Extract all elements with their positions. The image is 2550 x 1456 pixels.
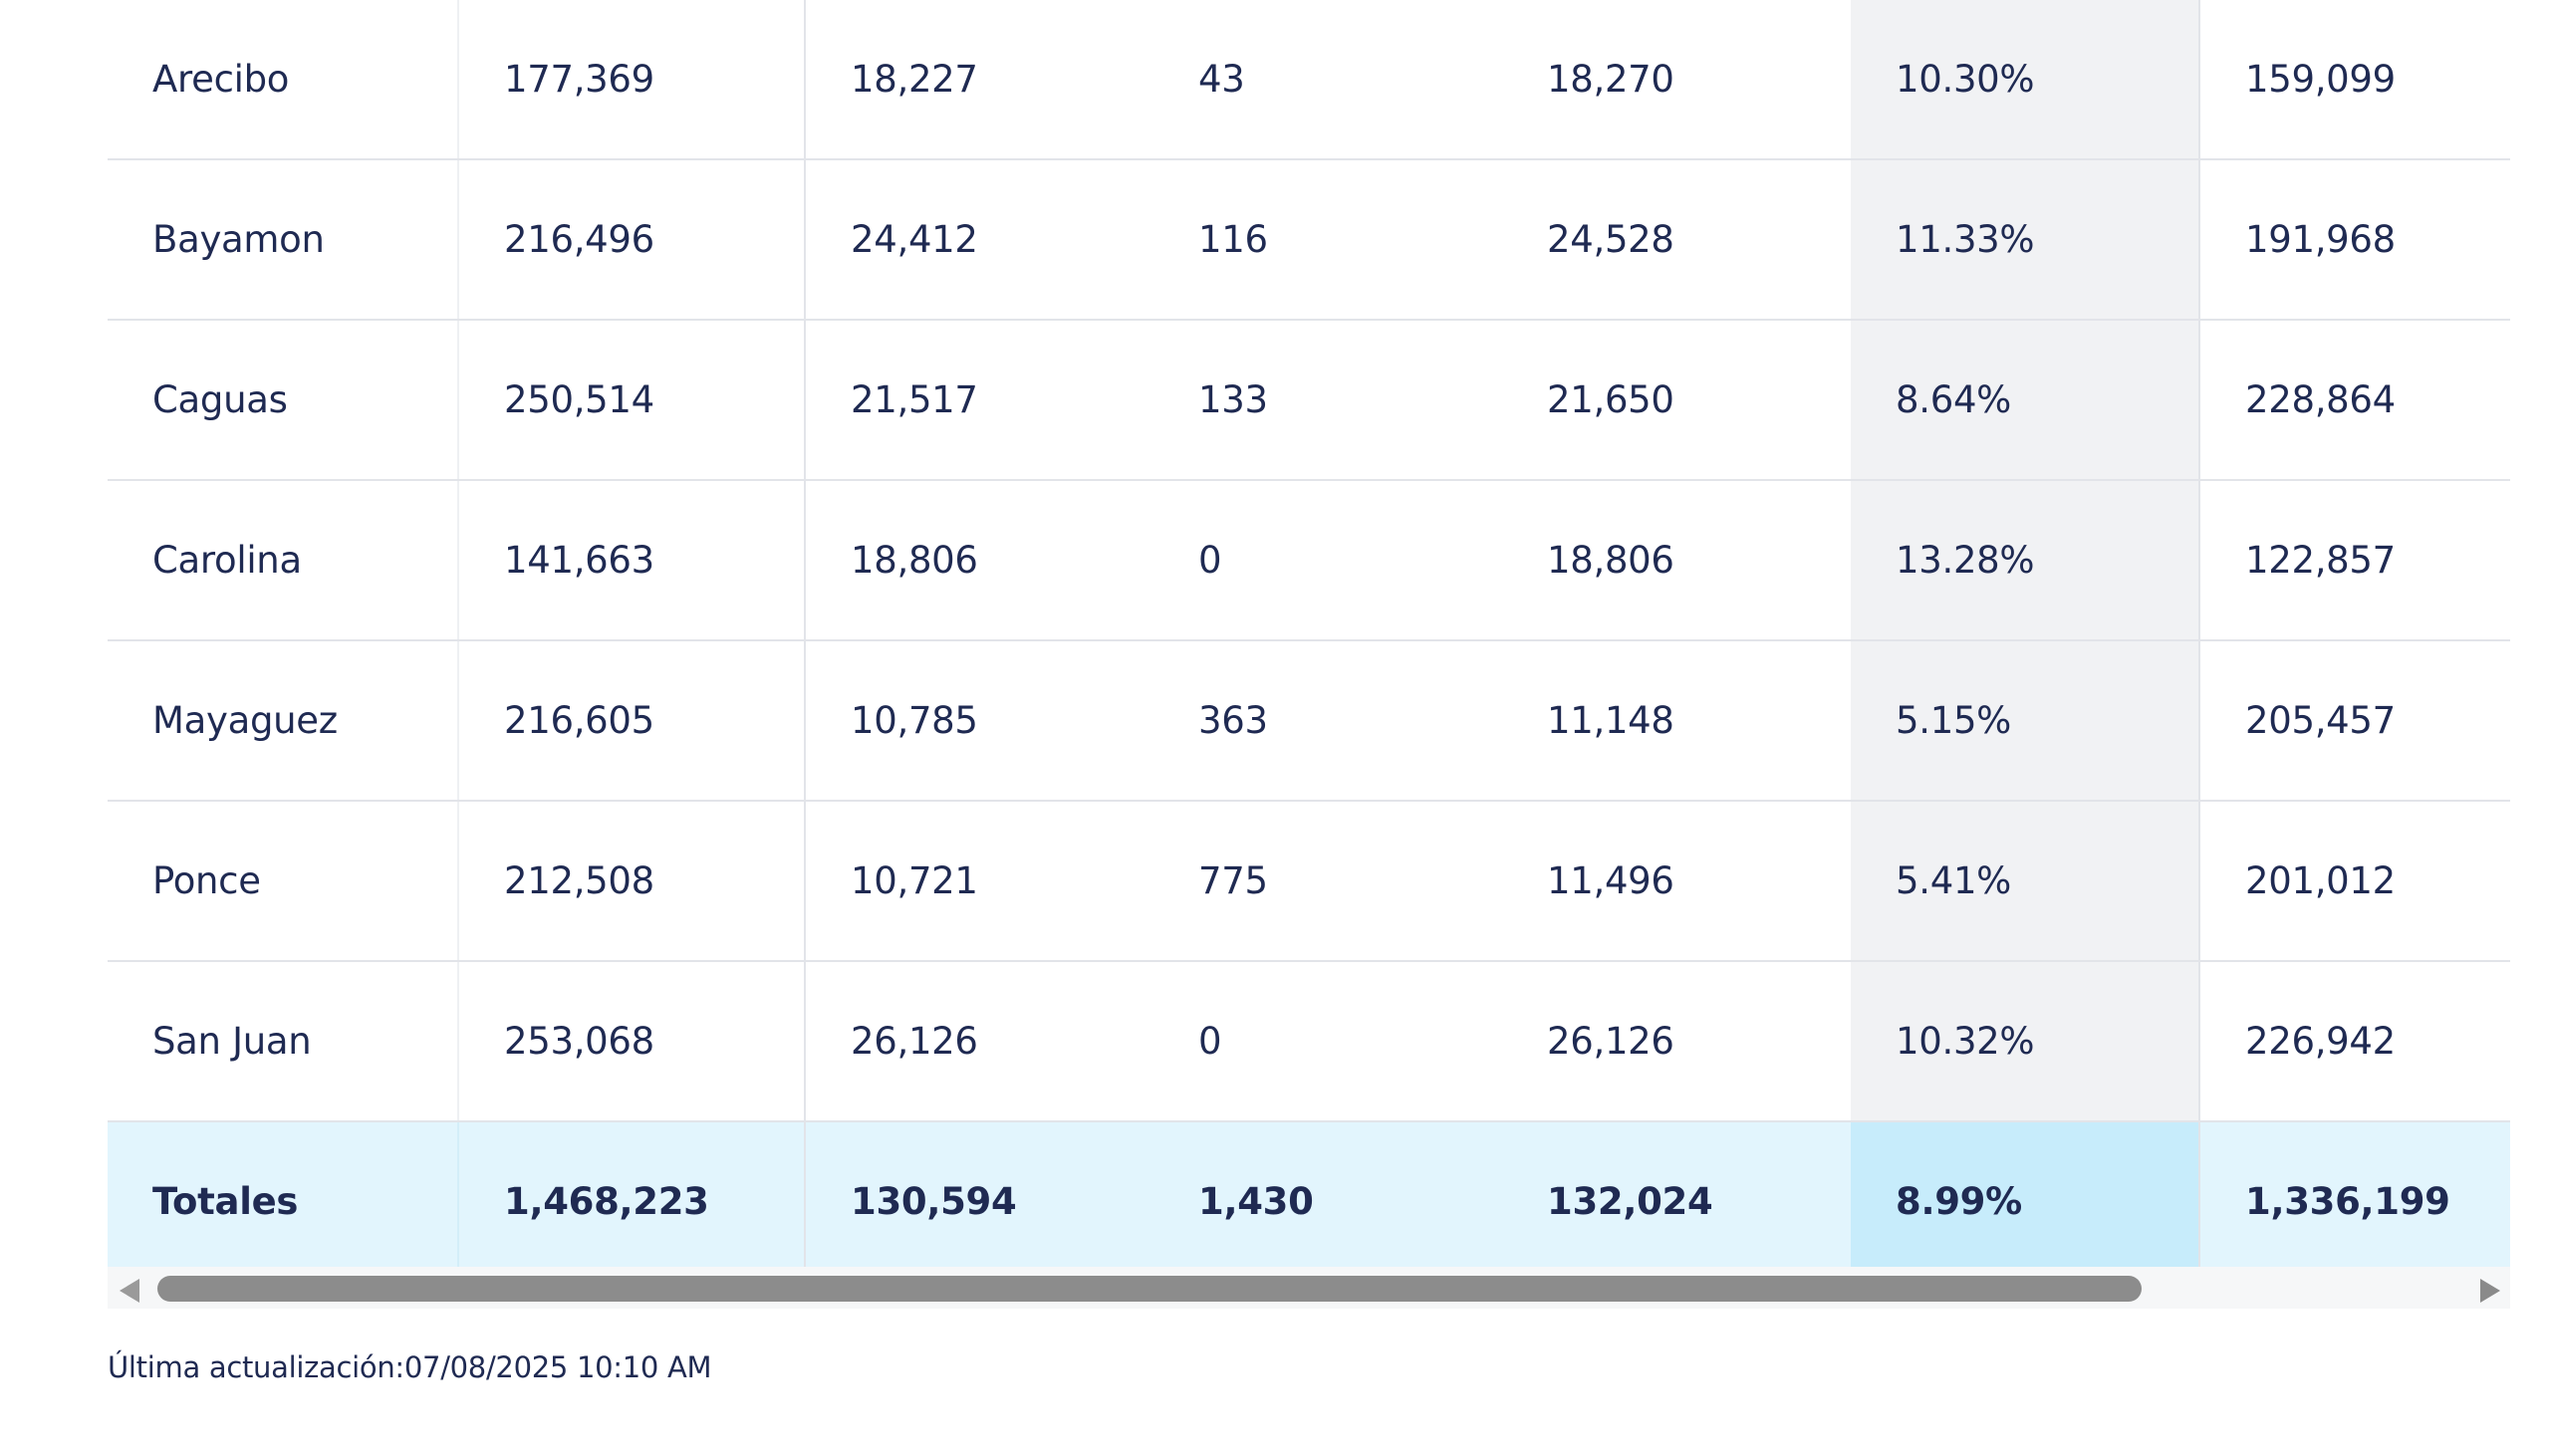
scrollbar-thumb[interactable] <box>157 1276 2142 1302</box>
region-cell: Bayamon <box>108 159 459 321</box>
table-cell: 201,012 <box>2198 801 2510 962</box>
table-cell: 26,126 <box>805 961 1153 1122</box>
region-cell: Ponce <box>108 801 459 962</box>
region-cell: Arecibo <box>108 0 459 160</box>
table-cell: 141,663 <box>458 480 806 641</box>
table-row: Arecibo 177,369 18,227 43 18,270 10.30% … <box>108 0 2510 160</box>
triangle-right-icon[interactable] <box>2480 1279 2500 1303</box>
table-cell: 24,528 <box>1502 159 1851 321</box>
table-cell: 177,369 <box>458 0 806 160</box>
table-cell: 216,496 <box>458 159 806 321</box>
last-updated-text: Última actualización:07/08/2025 10:10 AM <box>108 1350 712 1384</box>
table-cell: 24,412 <box>805 159 1153 321</box>
totals-label: Totales <box>108 1121 459 1281</box>
table-cell: 21,650 <box>1502 320 1851 481</box>
table-cell: 133 <box>1153 320 1502 481</box>
table-cell: 0 <box>1153 961 1502 1122</box>
percent-cell: 11.33% <box>1851 159 2199 321</box>
percent-cell: 10.32% <box>1851 961 2199 1122</box>
triangle-left-icon[interactable] <box>120 1279 139 1303</box>
table-cell: 226,942 <box>2198 961 2510 1122</box>
data-table: Arecibo 177,369 18,227 43 18,270 10.30% … <box>108 0 2510 1281</box>
table-cell: 11,496 <box>1502 801 1851 962</box>
table-cell: 775 <box>1153 801 1502 962</box>
totals-row: Totales 1,468,223 130,594 1,430 132,024 … <box>108 1121 2510 1281</box>
table-cell: 10,721 <box>805 801 1153 962</box>
table-cell: 228,864 <box>2198 320 2510 481</box>
region-cell: Caguas <box>108 320 459 481</box>
table-cell: 18,806 <box>1502 480 1851 641</box>
table-cell: 10,785 <box>805 640 1153 802</box>
table-row: Bayamon 216,496 24,412 116 24,528 11.33%… <box>108 159 2510 321</box>
table-cell: 18,270 <box>1502 0 1851 160</box>
region-cell: San Juan <box>108 961 459 1122</box>
percent-cell: 13.28% <box>1851 480 2199 641</box>
table-cell: 18,806 <box>805 480 1153 641</box>
table-row: San Juan 253,068 26,126 0 26,126 10.32% … <box>108 961 2510 1122</box>
table-row: Carolina 141,663 18,806 0 18,806 13.28% … <box>108 480 2510 641</box>
table-cell: 21,517 <box>805 320 1153 481</box>
table-cell: 250,514 <box>458 320 806 481</box>
table-cell: 205,457 <box>2198 640 2510 802</box>
table-cell: 11,148 <box>1502 640 1851 802</box>
table-cell: 0 <box>1153 480 1502 641</box>
data-table-container: Arecibo 177,369 18,227 43 18,270 10.30% … <box>108 0 2510 1281</box>
percent-cell: 10.30% <box>1851 0 2199 160</box>
totals-cell: 132,024 <box>1502 1121 1851 1281</box>
table-row: Caguas 250,514 21,517 133 21,650 8.64% 2… <box>108 320 2510 481</box>
table-cell: 212,508 <box>458 801 806 962</box>
table-cell: 26,126 <box>1502 961 1851 1122</box>
totals-percent-cell: 8.99% <box>1851 1121 2199 1281</box>
percent-cell: 8.64% <box>1851 320 2199 481</box>
table-cell: 216,605 <box>458 640 806 802</box>
table-cell: 253,068 <box>458 961 806 1122</box>
table-cell: 191,968 <box>2198 159 2510 321</box>
table-cell: 122,857 <box>2198 480 2510 641</box>
region-cell: Mayaguez <box>108 640 459 802</box>
table-cell: 363 <box>1153 640 1502 802</box>
totals-cell: 1,468,223 <box>458 1121 806 1281</box>
table-cell: 116 <box>1153 159 1502 321</box>
region-cell: Carolina <box>108 480 459 641</box>
table-cell: 43 <box>1153 0 1502 160</box>
table-cell: 18,227 <box>805 0 1153 160</box>
totals-cell: 1,430 <box>1153 1121 1502 1281</box>
totals-cell: 130,594 <box>805 1121 1153 1281</box>
table-row: Ponce 212,508 10,721 775 11,496 5.41% 20… <box>108 801 2510 962</box>
percent-cell: 5.41% <box>1851 801 2199 962</box>
horizontal-scrollbar[interactable] <box>108 1267 2510 1309</box>
percent-cell: 5.15% <box>1851 640 2199 802</box>
totals-cell: 1,336,199 <box>2198 1121 2510 1281</box>
table-cell: 159,099 <box>2198 0 2510 160</box>
table-row: Mayaguez 216,605 10,785 363 11,148 5.15%… <box>108 640 2510 802</box>
